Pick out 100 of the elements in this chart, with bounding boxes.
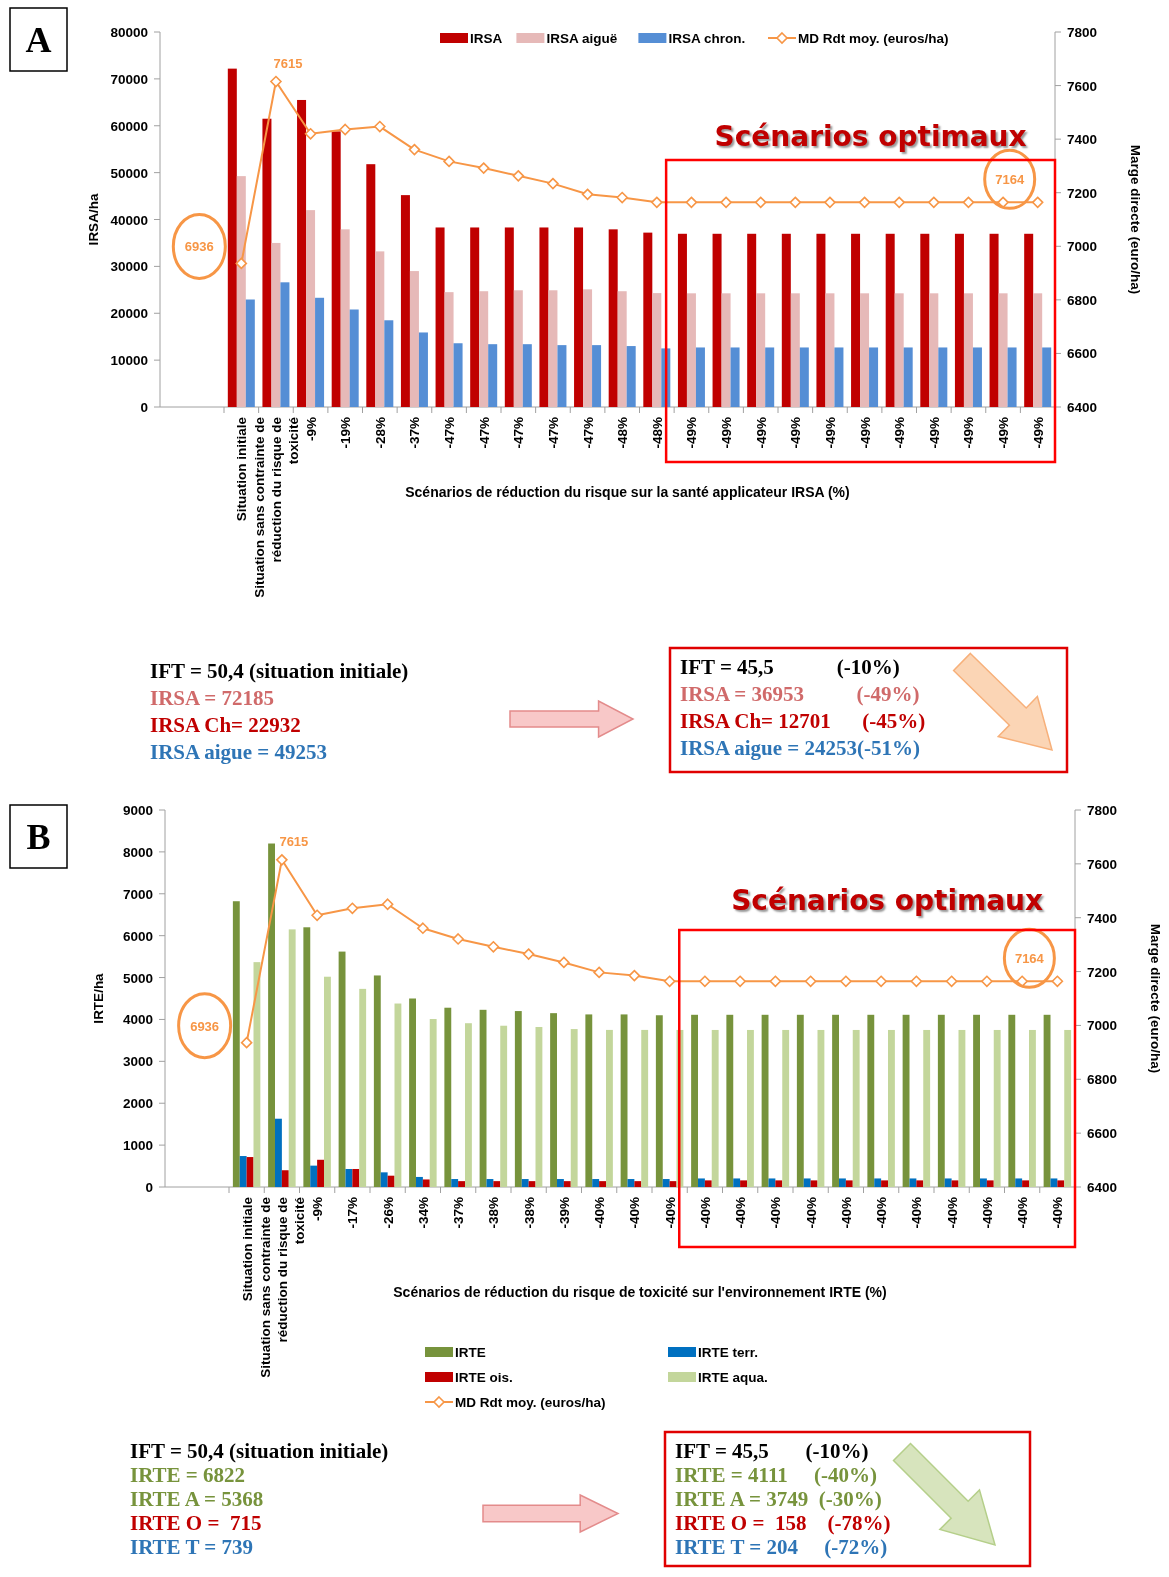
bar xyxy=(418,332,428,407)
point xyxy=(893,196,905,209)
bar xyxy=(730,347,740,407)
x-tick-label: -49% xyxy=(822,417,838,449)
x-tick-label: -40% xyxy=(733,1197,749,1229)
bar xyxy=(903,347,913,407)
bar xyxy=(799,347,809,407)
x-tick-label: Situation initiale xyxy=(234,416,250,522)
point xyxy=(789,196,802,209)
x-tick-label: -38% xyxy=(486,1197,502,1229)
text: IFT = 50,4 (situation initiale) xyxy=(130,1439,389,1463)
point xyxy=(910,975,923,988)
point xyxy=(381,898,394,911)
point xyxy=(443,155,455,168)
point xyxy=(558,956,570,969)
bar xyxy=(944,1178,952,1187)
bar xyxy=(493,1181,501,1187)
x-tick-label: -49% xyxy=(926,417,942,449)
point xyxy=(769,975,782,988)
y2-axis-title: Marge directe (euro/ha) xyxy=(1128,144,1143,295)
point xyxy=(734,975,746,988)
bar xyxy=(951,1180,959,1187)
point xyxy=(754,196,767,209)
text: IFT = 45,5 (-10%) xyxy=(675,1439,869,1463)
bar xyxy=(239,1156,247,1187)
y2-tick-label: 7000 xyxy=(1067,239,1098,255)
data-label: 7615 xyxy=(273,55,303,71)
bar xyxy=(765,347,775,407)
text: IRSA aigue = 49253 xyxy=(150,740,328,764)
bar xyxy=(888,1029,895,1187)
y-tick-label: 0 xyxy=(140,400,148,415)
bar xyxy=(315,297,325,407)
bar xyxy=(860,293,870,407)
bar xyxy=(262,118,272,407)
bar xyxy=(1043,1014,1051,1187)
x-tick-label: -48% xyxy=(649,417,665,449)
bar xyxy=(349,309,359,407)
bar xyxy=(825,293,835,407)
bar xyxy=(409,998,416,1187)
bar xyxy=(726,1014,734,1187)
text: IRTE A = 3749 (-30%) xyxy=(675,1487,882,1511)
point xyxy=(346,902,359,915)
bar xyxy=(513,290,523,407)
x-tick-label: -47% xyxy=(580,417,596,449)
y-tick-label: 8000 xyxy=(122,844,153,860)
bar xyxy=(662,1179,670,1187)
point xyxy=(477,162,490,174)
bar xyxy=(275,1118,282,1187)
y2-tick-label: 6600 xyxy=(1087,1126,1118,1142)
chart-title: A xyxy=(25,20,52,60)
x-axis-title: Scénarios de réduction du risque de toxicité sur l'environnement IRTE (%) xyxy=(393,1284,887,1300)
point xyxy=(945,975,958,988)
bar xyxy=(1064,1029,1072,1187)
bar xyxy=(574,227,584,407)
bar xyxy=(686,293,696,407)
x-tick-label: -40% xyxy=(768,1197,784,1229)
bar xyxy=(954,233,964,407)
bar xyxy=(909,1178,917,1187)
bar xyxy=(592,345,602,407)
x-tick-label: -47% xyxy=(476,417,492,449)
bar xyxy=(652,293,662,407)
x-tick-label: -40% xyxy=(979,1197,995,1229)
y-tick-label: 70000 xyxy=(110,71,148,87)
y-tick-label: 3000 xyxy=(122,1054,153,1070)
y2-tick-label: 7600 xyxy=(1067,78,1098,94)
bar xyxy=(963,293,973,407)
x-tick-label: -40% xyxy=(697,1197,713,1229)
legend-label: IRTE xyxy=(455,1345,486,1360)
legend-label: IRTE ois. xyxy=(455,1370,513,1385)
y2-tick-label: 7000 xyxy=(1087,1018,1118,1034)
x-tick-label: -28% xyxy=(372,417,388,449)
bar xyxy=(620,1014,628,1187)
bar xyxy=(271,242,281,407)
point xyxy=(981,975,993,988)
y2-tick-label: 7600 xyxy=(1087,856,1118,872)
bar xyxy=(617,291,627,407)
y2-tick-label: 7800 xyxy=(1067,25,1098,40)
bar xyxy=(306,210,316,407)
chart-title: B xyxy=(26,817,51,857)
text: IFT = 45,5 (-10%) xyxy=(680,655,900,679)
point xyxy=(452,933,464,945)
text: IRSA Ch= 22932 xyxy=(150,713,301,737)
bar xyxy=(338,951,346,1187)
bar xyxy=(704,1180,712,1187)
legend-label: IRSA xyxy=(470,31,503,46)
bar xyxy=(479,291,489,407)
y-tick-label: 9000 xyxy=(122,803,153,818)
text: IRTE = 6822 xyxy=(130,1463,246,1487)
bar xyxy=(923,1029,931,1187)
bar xyxy=(1057,1180,1065,1187)
text: IRTE T = 204 (-72%) xyxy=(675,1535,888,1559)
x-tick-label: -40% xyxy=(1015,1197,1031,1229)
point xyxy=(487,941,500,953)
bar xyxy=(324,976,331,1187)
x-tick-label: -47% xyxy=(511,417,527,449)
bar xyxy=(535,1026,543,1187)
bar xyxy=(317,1159,324,1187)
x-tick-label: -49% xyxy=(857,417,873,449)
point xyxy=(858,196,871,209)
bar xyxy=(280,282,290,407)
